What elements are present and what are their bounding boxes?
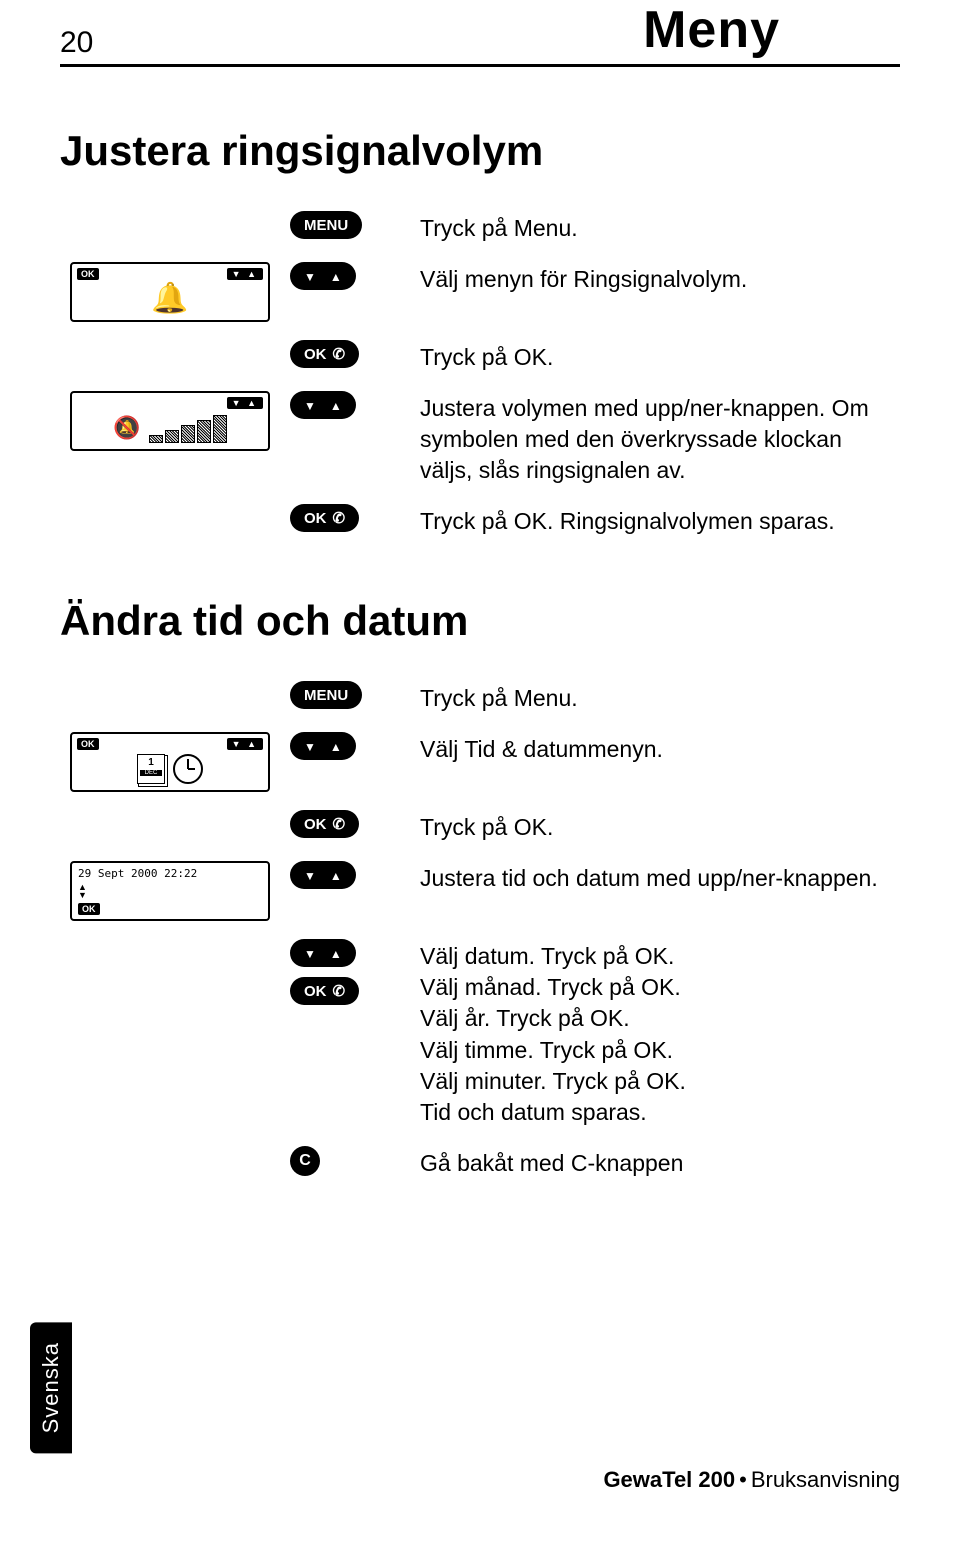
page-header: 20 Meny <box>60 0 900 67</box>
lcd-cell: OK ▼ ▲ 1DEC <box>60 732 280 792</box>
down-icon <box>304 867 316 884</box>
lcd-ringsignal-menu: OK ▼ ▲ 🔔 <box>70 262 270 322</box>
ok-call-button: OK <box>290 977 359 1005</box>
manual-page: 20 Meny Justera ringsignalvolym MENU Try… <box>0 0 960 1543</box>
button-cell: OK <box>280 504 420 532</box>
lcd-volume-adjust: ▼ ▲ 🔕 <box>70 391 270 451</box>
step-text: Tryck på OK. Ringsignalvolymen sparas. <box>420 504 900 537</box>
step-text: Välj Tid & datummenyn. <box>420 732 900 765</box>
button-cell: C <box>280 1146 420 1176</box>
menu-label: MENU <box>304 687 348 704</box>
c-button: C <box>290 1146 320 1176</box>
section2-title: Ändra tid och datum <box>60 597 900 645</box>
lcd-updown-icon: ▲▼ <box>78 883 87 899</box>
lcd-ok-indicator: OK <box>78 903 100 915</box>
lcd-cell: OK ▼ ▲ 🔔 <box>60 262 280 322</box>
button-cell: MENU <box>280 211 420 239</box>
lcd-arrows-indicator: ▼ ▲ <box>227 397 263 409</box>
footer-doc: Bruksanvisning <box>751 1467 900 1492</box>
language-label: Svenska <box>30 1322 72 1453</box>
up-icon <box>330 397 342 414</box>
ok-call-button: OK <box>290 504 359 532</box>
step-text: Tryck på Menu. <box>420 681 900 714</box>
step-text: Justera tid och datum med upp/ner-knappe… <box>420 861 900 894</box>
updown-button <box>290 262 356 290</box>
down-icon <box>304 268 316 285</box>
ok-label: OK <box>304 816 327 833</box>
button-cell <box>280 732 420 760</box>
up-icon <box>330 268 342 285</box>
lcd-datetime-adjust: 29 Sept 2000 22:22 ▲▼ OK <box>70 861 270 921</box>
language-tab: Svenska <box>30 1322 72 1453</box>
step-text: Välj menyn för Ringsignalvolym. <box>420 262 900 295</box>
footer-product: GewaTel 200 <box>603 1467 735 1492</box>
lcd-ok-indicator: OK <box>77 738 99 750</box>
section2-steps: MENU Tryck på Menu. OK ▼ ▲ 1DEC <box>60 681 900 1178</box>
lcd-cell: ▼ ▲ 🔕 <box>60 391 280 451</box>
ok-label: OK <box>304 510 327 527</box>
button-cell: OK <box>280 939 420 1005</box>
lcd-ok-indicator: OK <box>77 268 99 280</box>
button-cell: OK <box>280 810 420 838</box>
down-icon <box>304 738 316 755</box>
up-icon <box>330 867 342 884</box>
header-title: Meny <box>643 0 780 60</box>
ok-label: OK <box>304 346 327 363</box>
updown-button <box>290 939 356 967</box>
phone-icon <box>333 509 346 527</box>
bell-icon: 🔔 <box>151 281 188 316</box>
menu-button: MENU <box>290 211 362 239</box>
lcd-datetime-text: 29 Sept 2000 22:22 <box>78 867 197 880</box>
mute-bell-icon: 🔕 <box>113 415 140 441</box>
menu-button: MENU <box>290 681 362 709</box>
section1-title: Justera ringsignalvolym <box>60 127 900 175</box>
lcd-arrows-indicator: ▼ ▲ <box>227 738 263 750</box>
down-icon <box>304 397 316 414</box>
lcd-cell: 29 Sept 2000 22:22 ▲▼ OK <box>60 861 280 921</box>
ok-call-button: OK <box>290 810 359 838</box>
ok-call-button: OK <box>290 340 359 368</box>
c-label: C <box>299 1152 311 1170</box>
phone-icon <box>333 815 346 833</box>
button-cell: MENU <box>280 681 420 709</box>
section1-steps: MENU Tryck på Menu. OK ▼ ▲ 🔔 Välj menyn … <box>60 211 900 537</box>
lcd-arrows-indicator: ▼ ▲ <box>227 268 263 280</box>
section-ringsignalvolym: Justera ringsignalvolym MENU Tryck på Me… <box>60 127 900 537</box>
down-icon <box>304 945 316 962</box>
up-icon <box>330 945 342 962</box>
menu-label: MENU <box>304 217 348 234</box>
page-number: 20 <box>60 26 93 60</box>
updown-button <box>290 861 356 889</box>
updown-button <box>290 732 356 760</box>
page-footer: GewaTel 200•Bruksanvisning <box>603 1467 900 1493</box>
button-cell: OK <box>280 340 420 368</box>
section-tid-datum: Ändra tid och datum MENU Tryck på Menu. … <box>60 597 900 1178</box>
step-text: Gå bakåt med C-knappen <box>420 1146 900 1179</box>
step-text: Tryck på OK. <box>420 810 900 843</box>
up-icon <box>330 738 342 755</box>
lcd-time-date-menu: OK ▼ ▲ 1DEC <box>70 732 270 792</box>
step-text: Tryck på Menu. <box>420 211 900 244</box>
calendar-icon: 1DEC <box>137 754 165 784</box>
step-text: Välj datum. Tryck på OK. Välj månad. Try… <box>420 939 900 1127</box>
phone-icon <box>333 982 346 1000</box>
volume-bars-icon <box>149 413 227 443</box>
button-cell <box>280 391 420 419</box>
clock-icon <box>173 754 203 784</box>
button-cell <box>280 861 420 889</box>
step-text: Justera volymen med upp/ner-knappen. Om … <box>420 391 900 486</box>
step-text: Tryck på OK. <box>420 340 900 373</box>
ok-label: OK <box>304 983 327 1000</box>
button-cell <box>280 262 420 290</box>
updown-button <box>290 391 356 419</box>
phone-icon <box>333 345 346 363</box>
